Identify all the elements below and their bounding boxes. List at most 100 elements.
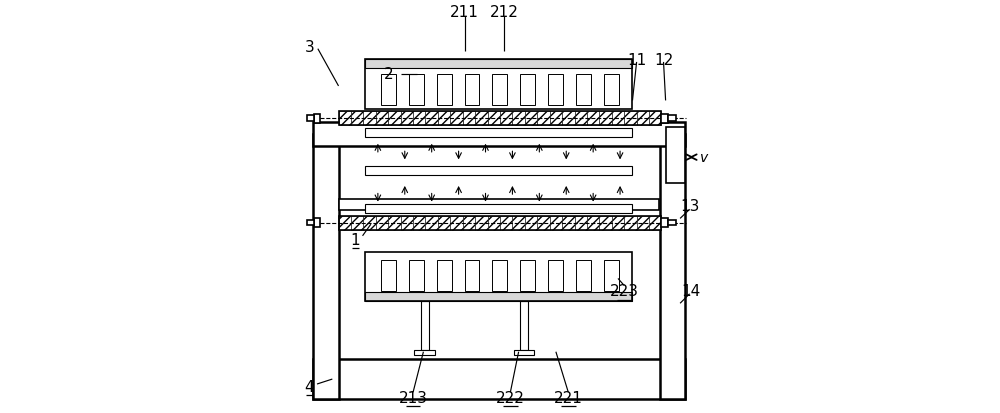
Bar — [537, 216, 550, 230]
Bar — [492, 260, 507, 291]
Text: 213: 213 — [399, 390, 428, 405]
Bar — [661, 114, 668, 123]
Bar — [314, 114, 320, 123]
Bar — [414, 350, 435, 355]
Text: 14: 14 — [681, 284, 700, 299]
Bar — [365, 128, 632, 138]
Bar — [587, 112, 599, 126]
Bar — [661, 218, 668, 228]
Bar — [512, 112, 525, 126]
Bar — [351, 216, 363, 230]
Bar — [313, 359, 685, 399]
Bar — [381, 75, 396, 106]
Text: 13: 13 — [681, 199, 700, 214]
Bar — [604, 75, 619, 106]
Bar — [668, 220, 676, 226]
Text: 211: 211 — [450, 5, 479, 20]
Bar — [575, 112, 587, 126]
Bar — [365, 167, 632, 175]
Bar — [520, 301, 528, 350]
Bar — [475, 216, 488, 230]
Bar — [313, 123, 685, 147]
Bar — [660, 134, 685, 399]
Bar — [351, 112, 363, 126]
Bar — [475, 112, 488, 126]
Bar — [562, 112, 575, 126]
Bar — [492, 75, 507, 106]
Bar — [562, 216, 575, 230]
Bar — [413, 216, 425, 230]
Text: 1: 1 — [350, 232, 360, 247]
Bar — [548, 75, 563, 106]
Bar — [450, 112, 463, 126]
Bar — [668, 116, 676, 122]
Bar — [314, 218, 320, 228]
Bar — [500, 112, 512, 126]
Bar — [612, 112, 624, 126]
Bar — [576, 260, 591, 291]
Bar — [307, 220, 314, 226]
Bar — [425, 216, 438, 230]
Bar — [488, 112, 500, 126]
Text: 11: 11 — [627, 52, 646, 67]
Text: 2: 2 — [383, 67, 393, 82]
Bar — [363, 112, 376, 126]
Bar — [599, 112, 612, 126]
Bar — [388, 216, 401, 230]
Text: 222: 222 — [496, 390, 525, 405]
Bar — [525, 216, 537, 230]
Bar — [365, 252, 632, 301]
Bar — [438, 216, 450, 230]
Bar — [488, 216, 500, 230]
Bar — [599, 216, 612, 230]
Bar — [463, 112, 475, 126]
Bar — [365, 60, 632, 69]
Bar — [313, 134, 339, 399]
Bar — [437, 260, 452, 291]
Bar — [363, 216, 376, 230]
Text: 221: 221 — [554, 390, 583, 405]
Bar — [575, 216, 587, 230]
Text: 223: 223 — [610, 284, 639, 299]
Bar — [649, 112, 661, 126]
Bar — [339, 216, 351, 230]
Bar — [624, 112, 637, 126]
Bar — [409, 75, 424, 106]
Bar — [365, 292, 632, 301]
Bar — [649, 216, 661, 230]
Bar — [425, 112, 438, 126]
Bar — [624, 216, 637, 230]
Bar — [401, 112, 413, 126]
Bar — [465, 75, 479, 106]
Bar — [576, 75, 591, 106]
Bar — [438, 112, 450, 126]
Bar — [376, 112, 388, 126]
Bar — [537, 112, 550, 126]
Text: 3: 3 — [305, 40, 314, 55]
Bar — [520, 75, 535, 106]
Bar — [463, 216, 475, 230]
Bar — [339, 199, 659, 211]
Bar — [666, 128, 685, 184]
Bar — [401, 216, 413, 230]
Bar — [512, 216, 525, 230]
Text: 12: 12 — [654, 52, 673, 67]
Bar — [450, 216, 463, 230]
Bar — [437, 75, 452, 106]
Bar — [339, 112, 351, 126]
Bar — [413, 112, 425, 126]
Bar — [637, 112, 649, 126]
Bar — [587, 216, 599, 230]
Bar — [339, 112, 661, 126]
Bar — [500, 216, 512, 230]
Bar — [548, 260, 563, 291]
Text: 212: 212 — [490, 5, 519, 20]
Bar — [604, 260, 619, 291]
Bar — [514, 350, 534, 355]
Bar — [307, 116, 314, 122]
Bar — [465, 260, 479, 291]
Bar — [365, 60, 632, 109]
Bar — [421, 301, 429, 350]
Bar — [612, 216, 624, 230]
Bar — [550, 112, 562, 126]
